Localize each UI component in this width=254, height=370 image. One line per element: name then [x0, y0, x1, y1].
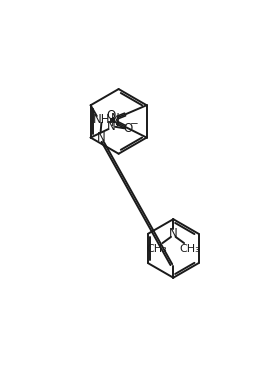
Text: CH₃: CH₃ [180, 244, 201, 254]
Text: N: N [107, 120, 116, 132]
Text: NH: NH [93, 112, 110, 125]
Text: O: O [124, 122, 133, 135]
Text: O: O [107, 109, 116, 122]
Text: N: N [169, 226, 178, 239]
Text: N: N [111, 112, 119, 125]
Text: −: − [130, 120, 139, 130]
Text: N: N [111, 116, 119, 129]
Text: CH₃: CH₃ [146, 244, 167, 254]
Text: +: + [112, 118, 120, 127]
Text: N: N [97, 131, 106, 144]
